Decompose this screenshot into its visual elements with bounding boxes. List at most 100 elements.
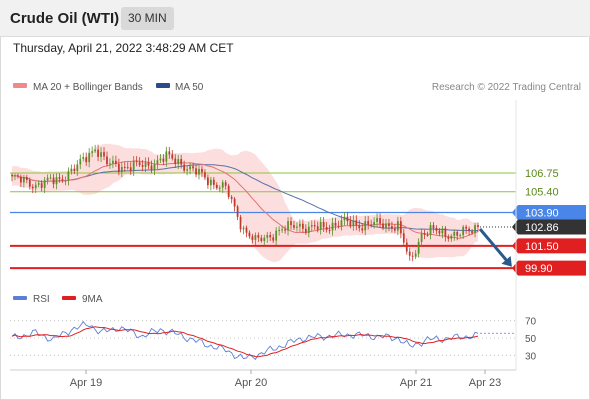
candle xyxy=(293,220,295,231)
candle xyxy=(444,225,447,242)
candle xyxy=(322,216,325,232)
candle xyxy=(85,152,88,166)
candle xyxy=(132,156,135,177)
candle xyxy=(343,211,346,226)
candle xyxy=(11,173,13,182)
candle xyxy=(64,176,67,186)
candle xyxy=(328,224,331,234)
candle xyxy=(91,146,94,158)
candle xyxy=(174,154,177,168)
research-credit: Research © 2022 Trading Central xyxy=(432,82,581,93)
candle xyxy=(192,162,194,172)
candle xyxy=(221,179,224,193)
candle xyxy=(376,213,378,228)
candle xyxy=(117,158,120,176)
candle xyxy=(17,173,19,179)
candle xyxy=(126,162,129,170)
rsi-level-label-70: 70 xyxy=(525,317,537,328)
candle xyxy=(20,174,22,187)
candle xyxy=(153,159,156,176)
candle xyxy=(55,173,58,190)
svg-text:102.86: 102.86 xyxy=(525,222,559,234)
candle xyxy=(432,222,435,234)
price-badge-102.86: 102.86 xyxy=(512,219,586,235)
candle xyxy=(198,165,200,180)
candle xyxy=(245,225,248,238)
candle xyxy=(299,219,301,232)
candle xyxy=(150,160,153,173)
candle xyxy=(171,150,174,161)
candle xyxy=(147,157,150,170)
timeframe-badge[interactable]: 30 MIN xyxy=(121,7,174,30)
candle xyxy=(52,174,55,189)
candle xyxy=(275,227,278,246)
candle xyxy=(49,174,52,180)
candle xyxy=(441,225,444,239)
candle xyxy=(301,219,304,233)
candle xyxy=(379,213,381,228)
candle xyxy=(465,224,468,234)
candle xyxy=(260,234,263,243)
candle xyxy=(462,224,465,239)
candle xyxy=(242,225,245,235)
candle xyxy=(251,233,254,244)
candle xyxy=(370,219,373,228)
rsi-legend-label: RSI xyxy=(33,294,50,305)
candle xyxy=(82,152,85,162)
candle xyxy=(162,154,165,166)
candle xyxy=(355,215,358,231)
candle xyxy=(123,161,126,172)
candle xyxy=(61,174,64,183)
level-label-105.40: 105.40 xyxy=(525,187,559,199)
candle xyxy=(254,232,257,245)
candle xyxy=(391,221,393,233)
candle xyxy=(135,156,138,167)
candle xyxy=(183,160,186,173)
bollinger-band xyxy=(12,143,478,263)
candle xyxy=(447,234,450,242)
price-badge-99.90: 99.90 xyxy=(512,260,586,276)
candle xyxy=(177,154,180,170)
price-badge-101.50: 101.50 xyxy=(512,238,586,254)
candle xyxy=(429,222,432,240)
candle xyxy=(230,195,233,204)
candle xyxy=(215,182,218,190)
x-tick-label: Apr 21 xyxy=(400,377,432,389)
candle xyxy=(405,238,408,255)
candle xyxy=(346,211,349,226)
candle xyxy=(25,174,28,184)
x-tick-label: Apr 20 xyxy=(235,377,267,389)
rsi-level-label-50: 50 xyxy=(525,334,537,345)
candle xyxy=(367,216,370,230)
candle xyxy=(468,226,470,236)
candle xyxy=(310,220,313,232)
chart-header: Crude Oil (WTI) 30 MIN xyxy=(0,0,590,37)
candle xyxy=(426,231,429,237)
candle xyxy=(73,164,76,174)
forecast-arrow-head xyxy=(501,255,512,267)
ma50-legend-swatch xyxy=(156,83,170,88)
candle xyxy=(349,216,352,229)
candle xyxy=(22,174,25,188)
candle xyxy=(471,229,473,235)
candle xyxy=(233,197,236,212)
candle xyxy=(195,164,197,178)
candle xyxy=(334,217,337,231)
candle xyxy=(394,224,396,233)
candle xyxy=(46,174,49,185)
candle xyxy=(438,228,441,236)
rsi-level-label-30: 30 xyxy=(525,351,537,362)
candle xyxy=(284,225,286,234)
candle xyxy=(218,185,221,193)
candle xyxy=(100,147,102,162)
candle xyxy=(28,177,31,190)
candle xyxy=(67,167,70,186)
ma20-legend-label: MA 20 + Bollinger Bands xyxy=(33,82,143,93)
rsi-legend-swatch xyxy=(13,296,27,300)
candle xyxy=(414,249,417,260)
candle xyxy=(239,215,242,233)
candle xyxy=(204,169,206,181)
candle xyxy=(58,173,61,183)
candle xyxy=(399,216,402,239)
candle xyxy=(474,222,476,238)
